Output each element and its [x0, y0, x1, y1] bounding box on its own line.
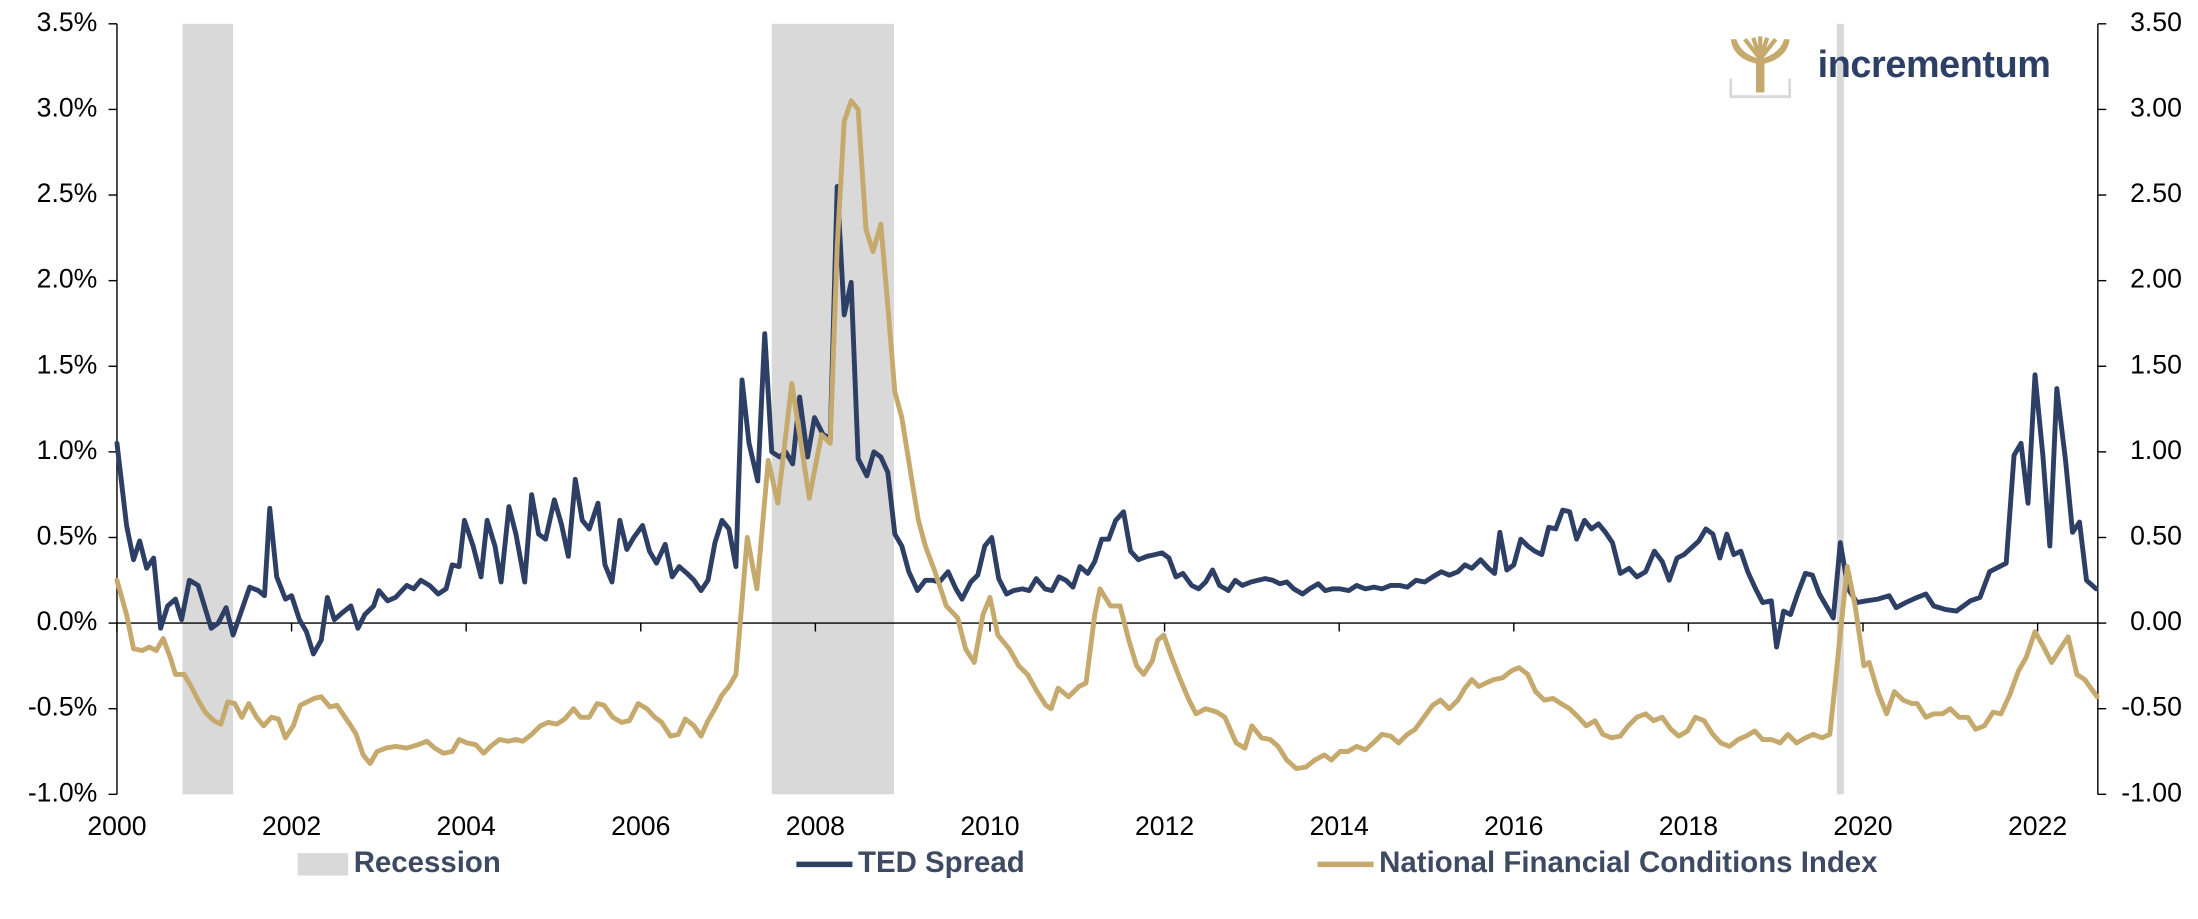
- y2-tick-label: 1.00: [2130, 435, 2182, 465]
- recession-band: [182, 23, 234, 795]
- y-tick-label: 2.0%: [37, 264, 98, 294]
- series-line: [114, 184, 2099, 657]
- y-tick-label: 2.5%: [37, 178, 98, 208]
- x-tick-label: 2014: [1310, 811, 1369, 841]
- legend-swatch: [297, 853, 349, 876]
- y2-tick-label: 3.00: [2130, 92, 2182, 122]
- logo-icon: [1730, 36, 1790, 93]
- legend-label: TED Spread: [858, 846, 1025, 879]
- legend: Recession TED Spread National Financial Co…: [297, 846, 1878, 879]
- y-tick-label: 0.0%: [37, 606, 98, 636]
- y2-tick-label: -1.00: [2121, 777, 2182, 807]
- y2-tick-label: 2.50: [2130, 178, 2182, 208]
- y2-tick-label: 2.00: [2130, 264, 2182, 294]
- y-tick-label: 1.5%: [37, 349, 98, 379]
- y-tick-label: 1.0%: [37, 435, 98, 465]
- x-tick-label: 2020: [1833, 811, 1892, 841]
- x-tick-label: 2018: [1659, 811, 1718, 841]
- logo-frame: [1729, 78, 1792, 99]
- legend-label: Recession: [354, 846, 501, 879]
- y2-tick-label: 0.50: [2130, 521, 2182, 551]
- x-tick-label: 2010: [960, 811, 1019, 841]
- x-tick-label: 2012: [1135, 811, 1194, 841]
- y2-tick-label: 3.50: [2130, 7, 2182, 37]
- y2-tick-label: 1.50: [2130, 349, 2182, 379]
- x-tick-label: 2022: [2008, 811, 2067, 841]
- y-tick-label: -0.5%: [28, 692, 98, 722]
- y2-tick-label: -0.50: [2121, 692, 2182, 722]
- recession-band: [1836, 23, 1844, 795]
- legend-label: National Financial Conditions Index: [1379, 846, 1878, 879]
- x-tick-label: 2000: [87, 811, 146, 841]
- logo-text: incrementum: [1818, 44, 2051, 86]
- logo: incrementum: [1729, 36, 2051, 99]
- y-tick-label: 3.0%: [37, 92, 98, 122]
- x-tick-label: 2006: [611, 811, 670, 841]
- series-line: [114, 98, 2100, 772]
- x-tick-label: 2002: [262, 811, 321, 841]
- y-tick-label: -1.0%: [28, 777, 98, 807]
- y-tick-label: 3.5%: [37, 7, 98, 37]
- y2-tick-label: 0.00: [2130, 606, 2182, 636]
- x-tick-label: 2008: [786, 811, 845, 841]
- x-tick-label: 2016: [1484, 811, 1543, 841]
- x-tick-label: 2004: [437, 811, 496, 841]
- y-tick-label: 0.5%: [37, 521, 98, 551]
